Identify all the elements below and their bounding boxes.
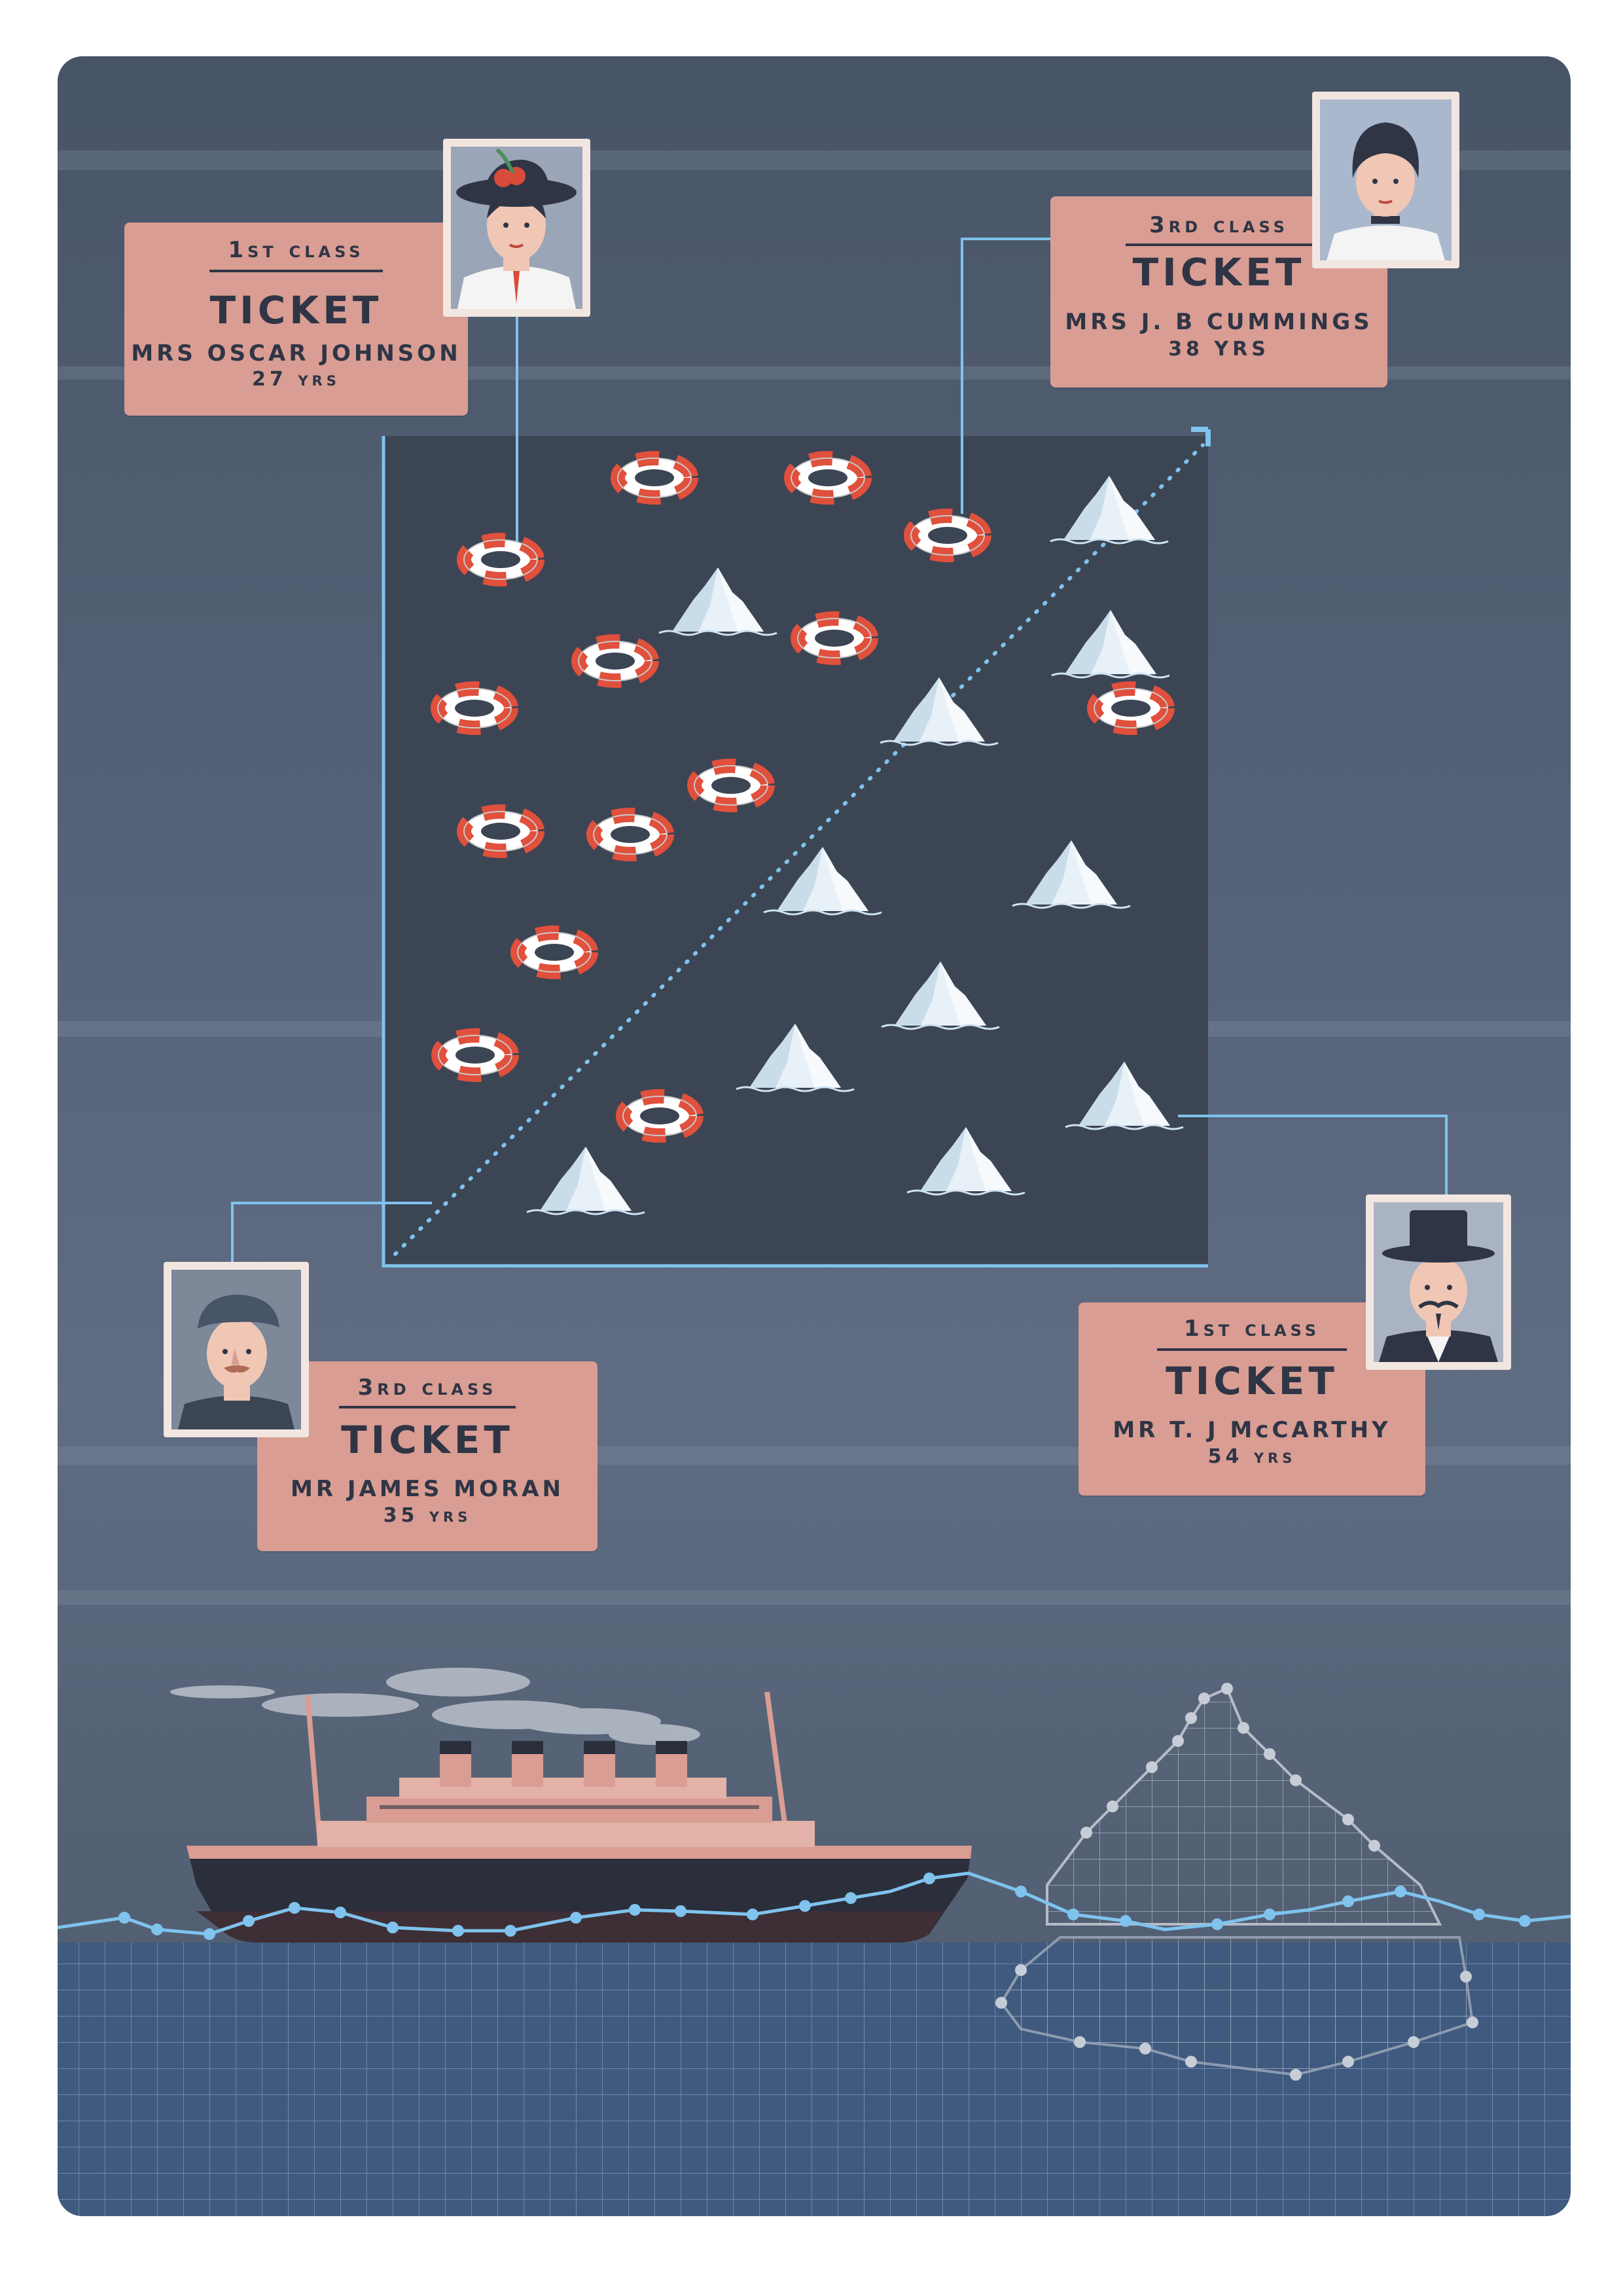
passenger-name: MRS OSCAR JOHNSON	[131, 340, 461, 367]
ticket-class-label: 3rd class	[357, 1374, 497, 1401]
lifebuoy-icon	[464, 540, 537, 579]
portrait-icon	[171, 1270, 301, 1429]
lifebuoy-icon	[618, 458, 691, 497]
portrait-icon	[451, 147, 582, 309]
passenger-age: 54 yrs	[1207, 1445, 1296, 1468]
lifebuoy-icon	[798, 619, 871, 658]
ticket-divider	[339, 1406, 516, 1408]
ticket-class-label: 1st class	[228, 237, 365, 263]
lifebuoy-icon	[791, 458, 865, 497]
iceberg-chart-icon	[995, 1683, 1478, 2081]
ticket-title: TICKET	[1132, 250, 1306, 295]
ticket-title: TICKET	[341, 1418, 514, 1462]
lifebuoy-icon	[594, 815, 667, 854]
passenger-name: MR T. J McCARTHY	[1113, 1417, 1391, 1443]
ticket-mrs-oscar-johnson: 1st class TICKET MRS OSCAR JOHNSON 27 yr…	[124, 223, 468, 416]
portrait-mrs-j-b-cummings	[1312, 92, 1459, 268]
lifebuoy-icon	[438, 1035, 512, 1075]
lifebuoy-icon	[911, 516, 984, 555]
ticket-title: TICKET	[209, 288, 383, 332]
passenger-age: 27 yrs	[252, 368, 340, 391]
ticket-mr-james-moran: 3rd class TICKET MR JAMES MORAN 35 yrs	[257, 1361, 597, 1551]
water-line	[58, 1871, 1571, 1936]
diagonal-line	[393, 443, 1205, 1256]
portrait-mr-james-moran	[164, 1262, 309, 1437]
lifebuoy-icon	[579, 641, 652, 681]
panel-corner	[1191, 427, 1211, 446]
passenger-name: MRS J. B CUMMINGS	[1065, 309, 1373, 335]
lifebuoy-icon	[464, 812, 537, 851]
connector-lines	[231, 238, 1448, 1266]
lifebuoy-icon	[694, 766, 768, 805]
ticket-divider	[209, 270, 383, 272]
ticket-divider	[1157, 1348, 1347, 1351]
lifebuoy-icon	[438, 689, 511, 728]
ticket-mr-t-j-mccarthy: 1st class TICKET MR T. J McCARTHY 54 yrs	[1079, 1302, 1425, 1496]
lifebuoy-icon	[518, 933, 591, 972]
passenger-age: 35 yrs	[383, 1504, 472, 1527]
ship-icon	[187, 1691, 972, 1943]
portrait-mr-t-j-mccarthy	[1366, 1194, 1511, 1370]
panel-frame	[382, 436, 1208, 1268]
portrait-icon	[1374, 1202, 1503, 1362]
ticket-title: TICKET	[1166, 1359, 1338, 1403]
ticket-class-label: 1st class	[1183, 1316, 1321, 1342]
passenger-name: MR JAMES MORAN	[291, 1476, 564, 1502]
lifebuoy-icon	[623, 1096, 696, 1136]
ship-funnels	[440, 1741, 687, 1787]
ticket-divider	[1126, 243, 1312, 246]
portrait-icon	[1320, 99, 1452, 260]
lifebuoy-icon	[1094, 689, 1168, 728]
passenger-age: 38 YRS	[1168, 338, 1270, 361]
ship-smoke	[170, 1668, 700, 1745]
portrait-mrs-oscar-johnson	[443, 139, 590, 317]
ticket-class-label: 3rd class	[1149, 212, 1289, 238]
